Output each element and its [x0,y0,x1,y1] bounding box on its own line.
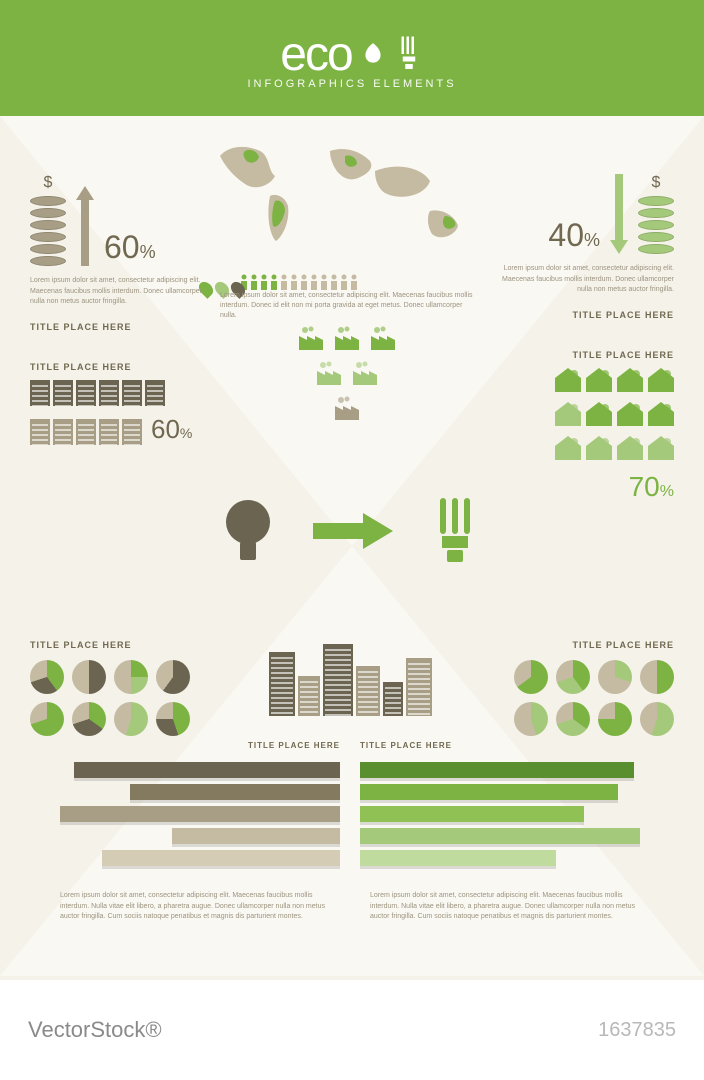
leaf-icon [360,41,386,67]
bottom-text: Lorem ipsum dolor sit amet, consectetur … [60,891,640,923]
bulb-cfl-icon [430,496,480,566]
bars-left: TITLE PLACE HERE [60,741,340,866]
map-caption: Lorem ipsum dolor sit amet, consectetur … [220,291,480,320]
coin-stack-left [30,196,66,266]
houses-grid [494,368,674,465]
bottom-lorem-left: Lorem ipsum dolor sit amet, consectetur … [60,891,330,923]
arrow-up-icon [76,186,94,266]
factories-pyramid [280,326,420,425]
dollar-icon: $ [44,174,53,192]
left-lorem: Lorem ipsum dolor sit amet, consectetur … [30,276,210,308]
bars-left-title: TITLE PLACE HERE [60,741,340,750]
dollar-icon: $ [652,174,661,192]
pies-left: TITLE PLACE HERE [30,626,230,736]
bulb-transition [220,496,480,566]
bars-section: TITLE PLACE HERE TITLE PLACE HERE [60,741,640,866]
arrow-down-icon [610,174,628,254]
houses-pct: 70 [629,471,660,502]
pies-right: TITLE PLACE HERE [474,626,674,736]
footer: VectorStock® 1637835 [0,980,704,1080]
right-lorem: Lorem ipsum dolor sit amet, consectetur … [494,264,674,296]
pies-right-title: TITLE PLACE HERE [474,640,674,650]
arrow-right-icon [313,511,393,551]
right-title: TITLE PLACE HERE [494,310,674,320]
cfl-bulb-icon [394,34,424,74]
logo: eco [280,27,423,82]
buildings-title: TITLE PLACE HERE [30,362,210,372]
buildings-row-2: 60% [30,414,210,445]
left-column: $ 60% Lorem ipsum dolor sit amet, consec… [30,156,210,445]
bars-right-title: TITLE PLACE HERE [360,741,640,750]
right-pct: 40 [548,217,584,253]
buildings-row-1 [30,380,210,406]
logo-subtitle: INFOGRAPHICS ELEMENTS [247,78,456,90]
bottom-lorem-right: Lorem ipsum dolor sit amet, consectetur … [370,891,640,923]
image-id: 1637835 [598,1019,676,1042]
world-map [200,126,500,276]
houses-title: TITLE PLACE HERE [494,350,674,360]
vectorstock-logo: VectorStock® [28,1017,162,1043]
city-skyline [250,636,450,716]
right-column: 40% $ Lorem ipsum dolor sit amet, consec… [494,156,674,503]
bars-right: TITLE PLACE HERE [360,741,640,866]
left-title: TITLE PLACE HERE [30,322,210,332]
pies-left-title: TITLE PLACE HERE [30,640,230,650]
logo-text: eco [280,27,351,82]
left-pct: 60 [104,229,140,265]
coin-stack-right [638,196,674,254]
header: eco INFOGRAPHICS ELEMENTS [0,0,704,116]
bulb-old-icon [220,496,276,566]
